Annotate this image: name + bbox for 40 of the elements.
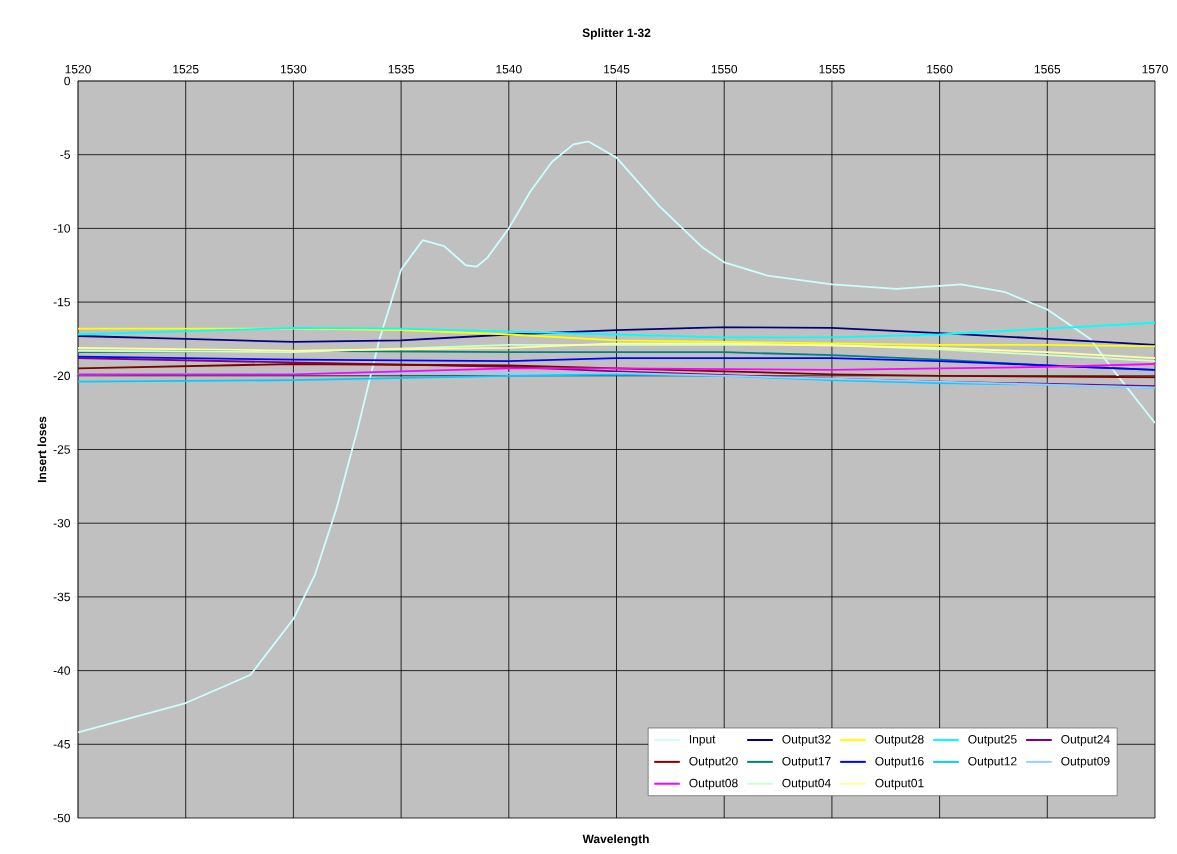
legend-label: Output08 [689,778,738,790]
y-tick-label: -5 [60,150,70,159]
y-tick-label: 0 [64,76,71,86]
y-axis-title: Insert loses [37,416,47,483]
legend-label: Output17 [782,756,831,768]
x-tick-label: 1560 [927,64,953,74]
x-tick-label: 1540 [496,64,522,74]
legend-label: Input [689,735,716,746]
legend-label: Output32 [782,735,831,746]
legend-label: Output25 [968,735,1017,746]
y-tick-label: -20 [53,371,71,381]
x-tick-label: 1565 [1034,64,1061,74]
y-tick-label: -40 [53,666,71,675]
x-tick-label: 1545 [604,65,630,74]
legend-label: Output20 [689,756,738,768]
y-tick-label: -45 [53,740,70,749]
y-tick-label: -15 [53,297,70,307]
y-tick-label: -50 [53,813,71,823]
y-tick-label: -25 [53,445,70,454]
y-tick-label: -10 [53,224,71,233]
legend-label: Output12 [968,756,1017,768]
x-tick-label: 1530 [280,64,307,74]
legend-label: Output09 [1061,756,1110,768]
line-series [78,140,1156,734]
x-tick-label: 1520 [65,64,91,74]
y-tick-label: -30 [53,518,71,528]
chart-title: Splitter 1-32 [582,28,651,40]
legend-label: Output04 [782,778,831,790]
legend-label: Output28 [875,735,924,746]
x-tick-label: 1555 [819,65,845,74]
x-tick-label: 1570 [1142,64,1168,74]
y-tick-label: -35 [53,592,70,602]
line-series [78,321,1156,339]
legend-label: Output16 [875,756,924,768]
x-axis-title: Wavelength [582,834,649,846]
legend-label: Output01 [875,778,924,790]
x-tick-label: 1525 [173,64,199,74]
x-tick-label: 1535 [388,64,414,74]
x-tick-label: 1550 [711,64,738,74]
legend-label: Output24 [1061,735,1110,746]
